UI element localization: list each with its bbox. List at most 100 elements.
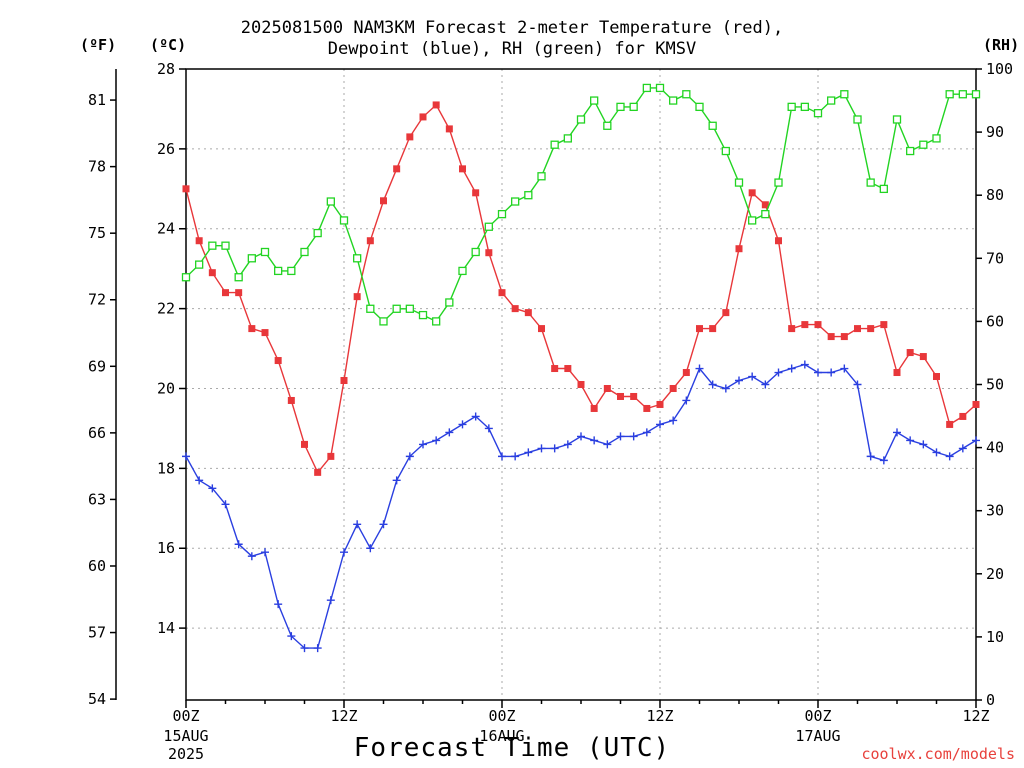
fahrenheit-tick-label: 57	[88, 624, 106, 642]
temperature-point	[353, 293, 361, 301]
rh-tick-label: 10	[986, 628, 1004, 646]
dewpoint-point	[445, 428, 454, 437]
rh-point	[418, 310, 428, 320]
chart-title-line-1: 2025081500 NAM3KM Forecast 2-meter Tempe…	[240, 18, 784, 38]
fahrenheit-tick-label: 54	[88, 690, 106, 708]
dewpoint-point	[879, 456, 888, 465]
dewpoint-point	[392, 476, 401, 485]
dewpoint-point	[366, 544, 375, 553]
rh-point	[866, 178, 875, 187]
temperature-point	[656, 400, 664, 408]
temperature-point	[788, 325, 796, 333]
temperature-point	[709, 325, 717, 333]
dewpoint-point	[616, 432, 625, 441]
temperature-point	[959, 412, 967, 420]
celsius-tick-label: 20	[157, 379, 175, 397]
rh-tick-label: 100	[986, 60, 1013, 78]
rh-point	[721, 146, 730, 156]
dewpoint-point	[629, 432, 638, 441]
dewpoint-point	[577, 432, 585, 441]
dewpoint-point	[405, 452, 414, 461]
dewpoint-point	[195, 476, 204, 485]
temperature-point	[524, 309, 532, 317]
rh-point	[208, 241, 217, 250]
temperature-point	[643, 404, 651, 412]
temperature-point	[972, 400, 980, 408]
dewpoint-point	[432, 436, 441, 445]
rh-point	[576, 115, 586, 124]
rh-tick-label: 20	[986, 565, 1004, 583]
temperature-point	[432, 101, 440, 109]
temperature-point	[301, 440, 308, 448]
fahrenheit-tick-label: 75	[88, 224, 106, 242]
dewpoint-point	[919, 440, 928, 449]
temperature-point	[696, 325, 703, 333]
dewpoint-point	[274, 600, 283, 609]
dewpoint-point	[774, 368, 783, 377]
rh-point	[234, 273, 243, 282]
celsius-tick-label: 28	[157, 60, 175, 78]
dewpoint-point	[761, 380, 770, 389]
temperature-point	[485, 249, 493, 257]
rh-point	[181, 273, 191, 282]
temperature-point	[380, 197, 387, 205]
fahrenheit-tick-label: 66	[88, 424, 106, 442]
rh-point	[524, 191, 533, 200]
rh-point	[774, 178, 783, 187]
temperature-point	[208, 269, 216, 277]
temperature-point	[248, 325, 256, 333]
temperature-point	[840, 333, 848, 341]
rh-point	[550, 140, 559, 149]
temperature-point	[287, 396, 295, 404]
rh-point	[945, 90, 954, 99]
rh-point	[840, 90, 849, 99]
dewpoint-point	[958, 444, 967, 453]
dewpoint-point	[708, 380, 717, 389]
rh-point	[813, 109, 823, 118]
dewpoint-point	[261, 548, 269, 557]
dewpoint-point	[221, 500, 230, 509]
temperature-point	[406, 133, 414, 141]
temperature-point	[564, 365, 572, 373]
rh-point	[366, 304, 375, 313]
temperature-point	[854, 325, 861, 333]
rh-point	[827, 96, 836, 105]
x-tick-label: 12Z	[646, 707, 673, 725]
dewpoint-point	[972, 436, 980, 445]
fahrenheit-tick-label: 60	[88, 557, 106, 575]
dewpoint-point	[287, 632, 296, 641]
fahrenheit-axis-unit: (ºF)	[80, 36, 117, 54]
temperature-point	[682, 369, 690, 377]
rh-point	[511, 197, 520, 206]
dewpoint-point	[234, 540, 243, 549]
rh-point	[379, 317, 388, 326]
rh-point	[919, 140, 928, 149]
rh-point	[879, 184, 888, 194]
dewpoint-point	[484, 424, 493, 433]
rh-point	[958, 90, 967, 99]
x-tick-label: 12Z	[330, 707, 357, 725]
temperature-point	[880, 321, 888, 329]
dewpoint-point	[840, 364, 849, 373]
temperature-point	[722, 309, 730, 317]
dewpoint-point	[590, 436, 599, 445]
rh-point	[287, 266, 296, 276]
rh-point	[300, 247, 309, 257]
dewpoint-point	[498, 452, 506, 461]
x-tick-label: 00Z	[804, 707, 831, 725]
rh-point	[932, 134, 941, 143]
dewpoint-point	[814, 368, 822, 377]
dewpoint-point	[300, 644, 309, 653]
temperature-point	[590, 404, 598, 412]
fahrenheit-tick-label: 63	[88, 490, 106, 508]
rh-point	[353, 254, 362, 263]
rh-point	[906, 146, 915, 156]
dewpoint-point	[550, 444, 559, 453]
temperature-point	[801, 321, 809, 329]
dewpoint-point	[853, 380, 862, 389]
rh-point	[616, 102, 625, 112]
temperature-point	[748, 189, 756, 197]
rh-point	[497, 209, 507, 219]
dewpoint-point	[866, 452, 875, 461]
